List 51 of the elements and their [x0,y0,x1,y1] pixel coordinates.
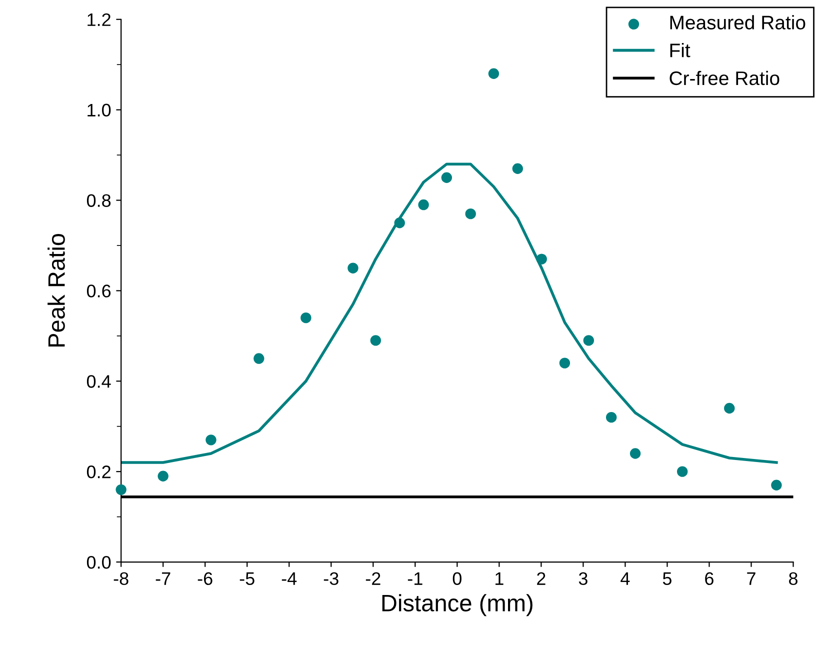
x-tick-label: -3 [324,572,338,586]
point [583,335,594,346]
line-series [121,162,778,464]
y-tick-label: 0.8 [86,194,111,207]
x-tick-label: 5 [662,572,672,586]
x-tick-label: 3 [578,572,588,586]
point [512,163,524,174]
point [206,434,216,446]
x-tick-label: -8 [114,572,128,586]
y-tick-label: 0.4 [86,375,111,388]
point [630,448,641,459]
point [488,68,500,79]
y-tick-label: 0.0 [86,556,111,569]
point [158,470,168,482]
x-tick-label: 1 [496,572,504,585]
x-tick-label: -6 [198,572,212,586]
y-tick-label: 0.2 [86,466,110,478]
x-tick-label: 4 [620,572,630,585]
x-tick-label: -2 [366,572,380,585]
x-tick-label: -4 [282,572,297,585]
point [300,312,312,324]
point [370,335,382,346]
legend-label: Fit [670,43,690,58]
point [348,262,358,274]
x-tick-label: 0 [452,572,462,586]
x-tick-label: -7 [156,572,170,585]
y-tick-label: 1.2 [88,13,110,26]
point [536,254,547,264]
x-tick-label: 2 [537,572,546,585]
point [676,466,688,477]
point [606,412,617,423]
point [559,358,570,368]
point [724,402,735,414]
x-tick-label: -1 [408,572,422,585]
point [441,172,452,184]
point [394,218,405,228]
point [254,353,264,364]
x-tick-label: 7 [747,572,756,585]
legend-label: Measured Ratio [670,15,806,30]
point [418,199,429,210]
x-tick-label: -5 [240,572,254,586]
point [116,484,126,496]
point [465,208,476,220]
y-tick-label: 0.6 [86,284,111,298]
x-axis-title: Distance (mm) [382,594,532,616]
y-axis-title: Peak Ratio [48,234,65,347]
legend-label: Cr-free Ratio [670,70,780,86]
y-tick-label: 1.0 [88,104,111,117]
x-tick-label: 8 [789,572,798,586]
x-tick-label: 6 [705,572,714,586]
point [771,480,782,490]
